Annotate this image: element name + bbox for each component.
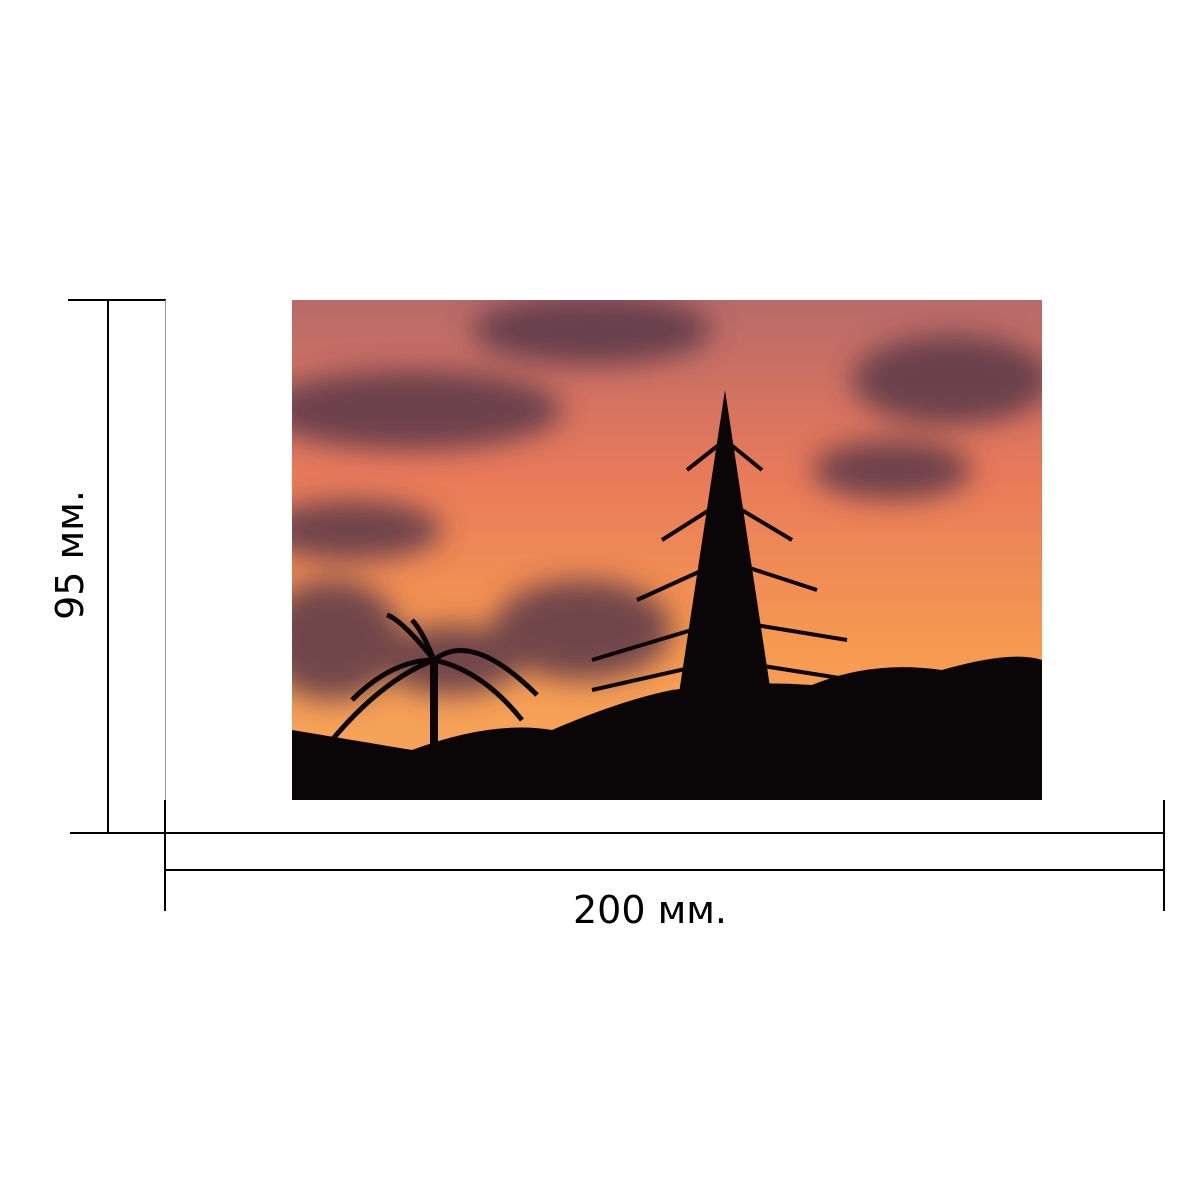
height-extension-line <box>165 300 166 833</box>
width-tick-right <box>1163 800 1165 911</box>
width-extension-line-top <box>166 832 1164 834</box>
height-tick-bottom <box>70 832 166 834</box>
tree-silhouettes <box>292 390 1042 800</box>
sunset-photo <box>292 300 1042 800</box>
height-label: 95 мм. <box>48 490 92 620</box>
width-dimension-line <box>166 869 1164 871</box>
width-tick-left <box>164 800 166 911</box>
width-label: 200 мм. <box>572 888 728 932</box>
height-tick-top <box>68 299 166 301</box>
height-dimension-line <box>107 300 109 833</box>
